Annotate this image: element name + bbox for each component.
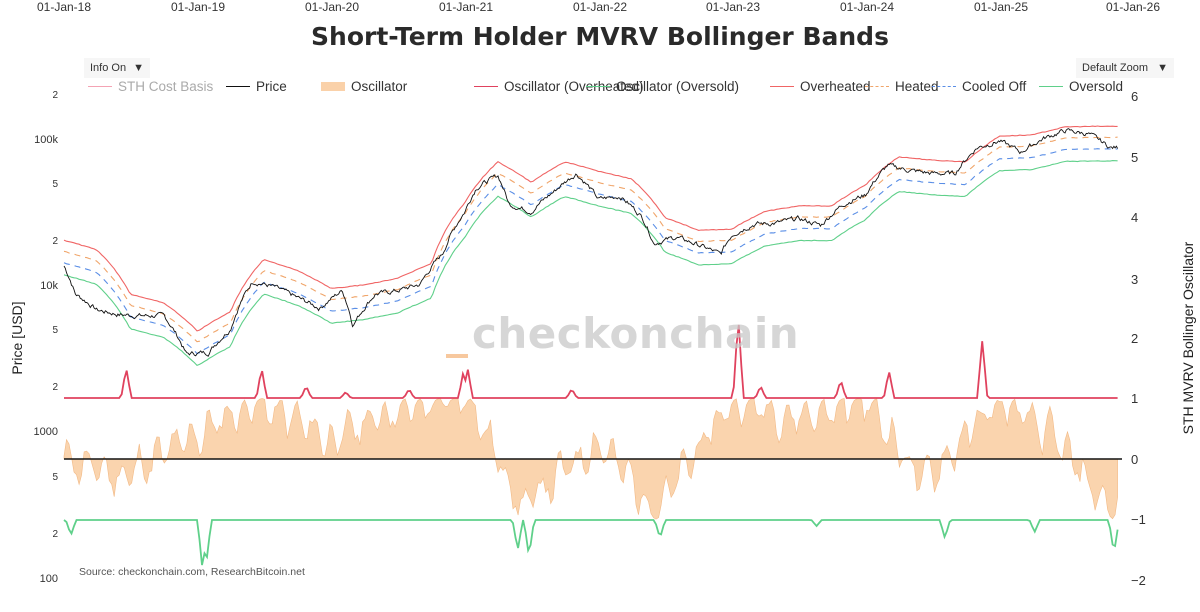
info-toggle-label: Info On [90,62,127,74]
legend-item-price[interactable]: Price [226,78,287,94]
legend-label: Oscillator (Overheated) [504,78,644,94]
zoom-label: Default Zoom [1082,62,1149,74]
chart-title: Short-Term Holder MVRV Bollinger Bands [311,22,889,51]
source-note: Source: checkonchain.com, ResearchBitcoi… [79,566,305,578]
price-line [63,128,1118,357]
legend-item-sth-cost-basis[interactable]: STH Cost Basis [88,78,213,94]
watermark: checkonchain [472,309,800,358]
zoom-dropdown[interactable]: Default Zoom ▼ [1076,58,1174,78]
y-left-tick-label: 5 [52,325,58,336]
legend-swatch [586,85,610,87]
x-tick-label: 01-Jan-25 [973,0,1029,14]
legend-label: Oscillator [351,78,408,94]
y-right-tick-label: −1 [1131,512,1146,527]
legend-label: Oversold [1069,78,1124,94]
x-tick-label: 01-Jan-20 [304,0,360,14]
y-right-tick-label: 0 [1131,452,1139,467]
chevron-down-icon: ▼ [133,62,144,74]
legend-label: Cooled Off [962,78,1027,94]
legend-swatch [88,85,112,87]
oscillator-overheated-line [64,324,1118,399]
x-tick-label: 01-Jan-22 [572,0,628,14]
y-right-tick-label: 5 [1131,150,1139,165]
x-tick-label: 01-Jan-19 [170,0,226,14]
y-left-tick-label: 2 [52,382,58,393]
oscillator-oversold-line [63,519,1119,566]
legend-item-oscillator-overheated[interactable]: Oscillator (Overheated) [474,78,644,94]
chevron-down-icon: ▼ [1157,62,1168,74]
x-tick-label: 01-Jan-23 [705,0,761,14]
y-left-tick-label: 5 [52,179,58,190]
legend-swatch [321,81,345,91]
legend-swatch [226,85,250,87]
legend-swatch [865,85,889,87]
legend-swatch [474,85,498,87]
heated-band-line [63,136,1118,343]
y-left-tick-label: 5 [52,472,58,483]
legend-label: Oscillator (Oversold) [616,78,740,94]
y-left-tick-label: 10k [40,280,58,292]
y-axis-right-title: STH MVRV Bollinger Oscillator [1180,241,1196,435]
legend-item-heated[interactable]: Heated [865,78,939,94]
y-right-tick-label: 1 [1131,391,1139,406]
legend-item-oscillator-oversold[interactable]: Oscillator (Oversold) [586,78,739,94]
overheated-band-line [63,125,1118,332]
legend-label: Overheated [800,78,871,94]
y-right-tick-label: −2 [1131,573,1146,588]
x-tick-label: 01-Jan-21 [438,0,494,14]
info-toggle-dropdown[interactable]: Info On ▼ [84,58,150,78]
legend-item-oversold[interactable]: Oversold [1039,78,1123,94]
oversold-band-line [63,160,1118,367]
y-left-tick-label: 100 [39,573,58,585]
y-left-tick-label: 1000 [33,426,58,438]
y-right-tick-label: 2 [1131,331,1139,346]
legend-swatch [932,85,956,87]
legend-label: Heated [895,78,939,94]
x-tick-label: 01-Jan-26 [1105,0,1161,14]
legend-swatch [770,85,794,87]
legend-label: Price [256,78,287,94]
legend-item-overheated[interactable]: Overheated [770,78,871,94]
legend-swatch [1039,85,1063,87]
x-tick-label: 01-Jan-24 [839,0,895,14]
y-left-tick-label: 2 [52,529,58,540]
y-left-tick-label: 2 [52,236,58,247]
y-left-tick-label: 2 [52,90,58,101]
y-right-tick-label: 4 [1131,210,1139,225]
watermark-accent [446,354,468,358]
legend-label: STH Cost Basis [118,78,214,94]
y-right-tick-label: 6 [1131,89,1139,104]
x-tick-label: 01-Jan-18 [36,0,92,14]
legend-item-oscillator[interactable]: Oscillator [321,78,407,94]
y-left-tick-label: 100k [34,134,58,146]
y-axis-left-title: Price [USD] [9,301,25,375]
legend-item-cooled-off[interactable]: Cooled Off [932,78,1026,94]
y-right-tick-label: 3 [1131,272,1139,287]
cooled-off-band-line [63,148,1118,355]
